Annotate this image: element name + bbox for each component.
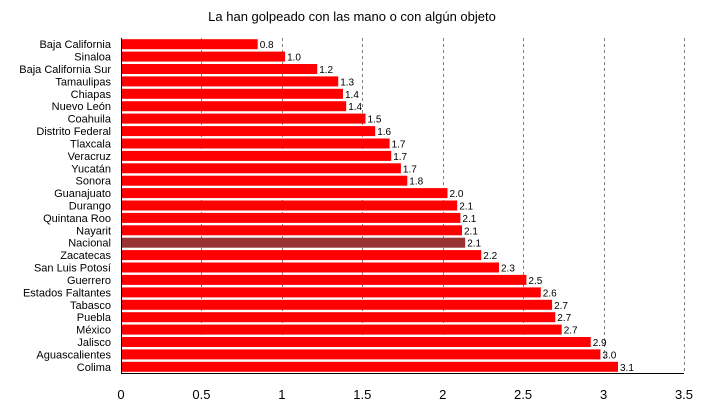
data-label: 3.0 <box>602 350 616 361</box>
category-label: Veracruz <box>68 151 111 163</box>
data-label: 2.1 <box>462 214 476 225</box>
category-label: Chiapas <box>71 89 112 101</box>
bar <box>121 349 601 360</box>
bar <box>121 163 401 174</box>
category-label: Durango <box>69 201 111 213</box>
bar <box>121 113 366 124</box>
category-label: Nayarit <box>76 225 111 237</box>
category-label: Colima <box>77 362 112 374</box>
data-label: 2.9 <box>593 338 607 349</box>
data-label: 2.2 <box>483 251 497 262</box>
category-label: Guerrero <box>67 275 111 287</box>
bar <box>121 126 376 137</box>
bar <box>121 175 408 186</box>
data-label: 1.5 <box>368 115 382 126</box>
x-tick-label: 3 <box>600 387 607 402</box>
category-label: Coahuila <box>68 114 112 126</box>
data-label: 1.7 <box>393 152 407 163</box>
x-tick-label: 2.5 <box>514 387 532 402</box>
data-label: 1.7 <box>403 164 417 175</box>
bar <box>121 324 562 335</box>
data-label: 2.7 <box>554 301 568 312</box>
data-label: 1.7 <box>392 140 406 151</box>
data-label: 3.1 <box>620 363 634 374</box>
data-label: 2.0 <box>450 189 464 200</box>
data-label: 1.0 <box>287 53 301 64</box>
x-tick-label: 1.5 <box>353 387 371 402</box>
x-tick-label: 2 <box>439 387 446 402</box>
bar <box>121 225 462 236</box>
bar <box>121 250 482 261</box>
bar <box>121 64 318 74</box>
category-label: Aguascalientes <box>36 349 111 361</box>
bar <box>121 299 553 310</box>
bar <box>121 39 258 50</box>
data-label: 2.7 <box>557 313 571 324</box>
category-label: Nuevo León <box>52 101 111 113</box>
data-label: 2.1 <box>459 202 473 213</box>
data-label: 1.3 <box>340 77 354 88</box>
bar <box>121 138 390 149</box>
bar <box>121 76 339 87</box>
category-label: Puebla <box>77 312 112 324</box>
category-label: Sonora <box>76 176 112 188</box>
category-label: San Luis Potosí <box>34 263 111 275</box>
category-label: Guanajuato <box>54 188 111 200</box>
data-label: 1.4 <box>345 90 359 101</box>
category-label: Baja California <box>39 39 111 51</box>
bar <box>121 150 392 161</box>
data-label: 2.6 <box>543 288 557 299</box>
bar <box>121 337 591 347</box>
bar <box>121 287 541 298</box>
x-tick-label: 0 <box>117 387 124 402</box>
bar <box>121 51 286 62</box>
bar <box>121 312 556 323</box>
data-label: 0.8 <box>260 40 274 51</box>
data-label: 2.1 <box>467 239 481 250</box>
category-label: Tlaxcala <box>70 139 112 151</box>
category-label: Distrito Federal <box>36 126 111 138</box>
category-label: Tamaulipas <box>55 76 111 88</box>
category-label: Tabasco <box>70 300 111 312</box>
data-label: 1.2 <box>319 65 333 76</box>
bar <box>121 188 448 199</box>
x-tick-label: 1 <box>278 387 285 402</box>
category-label: Quintana Roo <box>43 213 111 225</box>
data-label: 1.4 <box>348 102 362 113</box>
category-label: México <box>76 325 111 337</box>
data-label: 1.8 <box>409 177 423 188</box>
data-label: 2.5 <box>528 276 542 287</box>
category-label: Jalisco <box>77 337 111 349</box>
bar <box>121 101 347 112</box>
bar <box>121 237 466 248</box>
category-label: Estados Faltantes <box>23 287 112 299</box>
data-label: 2.3 <box>501 264 515 275</box>
data-label: 2.1 <box>464 226 478 237</box>
bar <box>121 88 343 99</box>
category-label: Nacional <box>68 238 111 250</box>
data-label: 1.6 <box>377 127 391 138</box>
bar <box>121 200 458 211</box>
data-label: 2.7 <box>564 326 578 337</box>
bar <box>121 212 461 223</box>
bar <box>121 361 618 372</box>
category-label: Yucatán <box>71 163 111 175</box>
category-label: Zacatecas <box>60 250 111 262</box>
x-tick-label: 3.5 <box>675 387 693 402</box>
category-label: Baja California Sur <box>19 64 111 76</box>
bar <box>121 274 527 285</box>
x-tick-label: 0.5 <box>192 387 210 402</box>
chart-title: La han golpeado con las mano o con algún… <box>208 9 496 24</box>
category-label: Sinaloa <box>74 52 112 64</box>
bar <box>121 262 499 273</box>
